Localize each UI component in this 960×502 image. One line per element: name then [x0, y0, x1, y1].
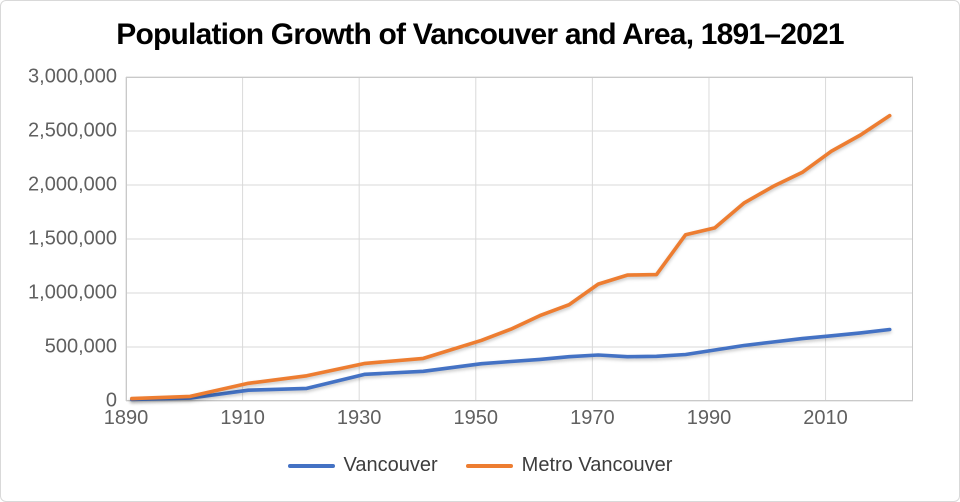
series-line-vancouver	[130, 327, 892, 402]
legend-swatch-vancouver	[287, 463, 335, 468]
y-axis-tick-label: 500,000	[44, 335, 117, 358]
legend-item-metro-vancouver: Metro Vancouver	[465, 454, 673, 477]
plot-border	[126, 77, 913, 401]
y-axis-tick-label: 3,000,000	[28, 65, 117, 88]
x-axis-tick-label: 1910	[220, 407, 265, 429]
y-axis-tick-label: 2,500,000	[28, 119, 117, 142]
x-axis-tick-label: 1890	[103, 407, 149, 429]
series-line-metro-vancouver	[130, 113, 892, 401]
x-axis-tick-label: 1930	[336, 407, 382, 429]
y-axis-tick-label: 1,500,000	[28, 227, 117, 250]
x-axis-tick-label: 2010	[803, 407, 848, 429]
legend-swatch-metro-vancouver	[465, 463, 513, 468]
legend-label: Vancouver	[343, 454, 438, 476]
y-axis-tick-label: 0	[105, 389, 117, 412]
y-axis-tick-label: 2,000,000	[28, 173, 117, 196]
x-axis-tick-label: 1950	[453, 407, 499, 429]
legend-label: Metro Vancouver	[521, 454, 673, 476]
plot-area	[125, 76, 913, 402]
y-axis-tick-label: 1,000,000	[28, 281, 117, 304]
legend-item-vancouver: Vancouver	[287, 454, 438, 477]
x-axis-tick-label: 1990	[686, 407, 732, 429]
chart-title: Population Growth of Vancouver and Area,…	[116, 18, 844, 51]
x-axis-tick-label: 1970	[570, 407, 615, 429]
chart-legend: Vancouver Metro Vancouver	[1, 454, 959, 477]
